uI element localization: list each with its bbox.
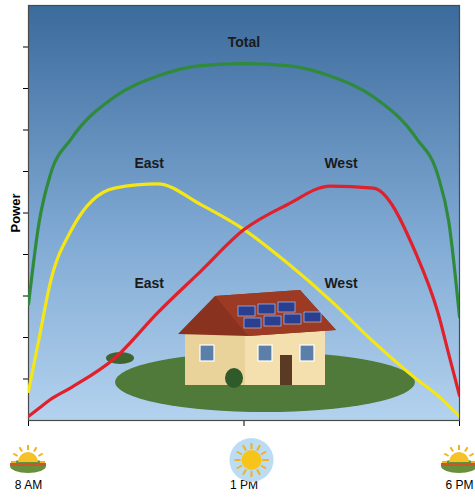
svg-text:1 PM: 1 PM: [230, 478, 258, 492]
svg-text:Total: Total: [228, 34, 260, 50]
svg-text:6 PM: 6 PM: [445, 478, 473, 492]
svg-text:East: East: [134, 275, 164, 291]
svg-text:8 AM: 8 AM: [15, 478, 42, 492]
svg-text:West: West: [324, 155, 358, 171]
svg-text:Power: Power: [8, 193, 23, 232]
svg-text:West: West: [324, 275, 358, 291]
svg-text:East: East: [134, 155, 164, 171]
